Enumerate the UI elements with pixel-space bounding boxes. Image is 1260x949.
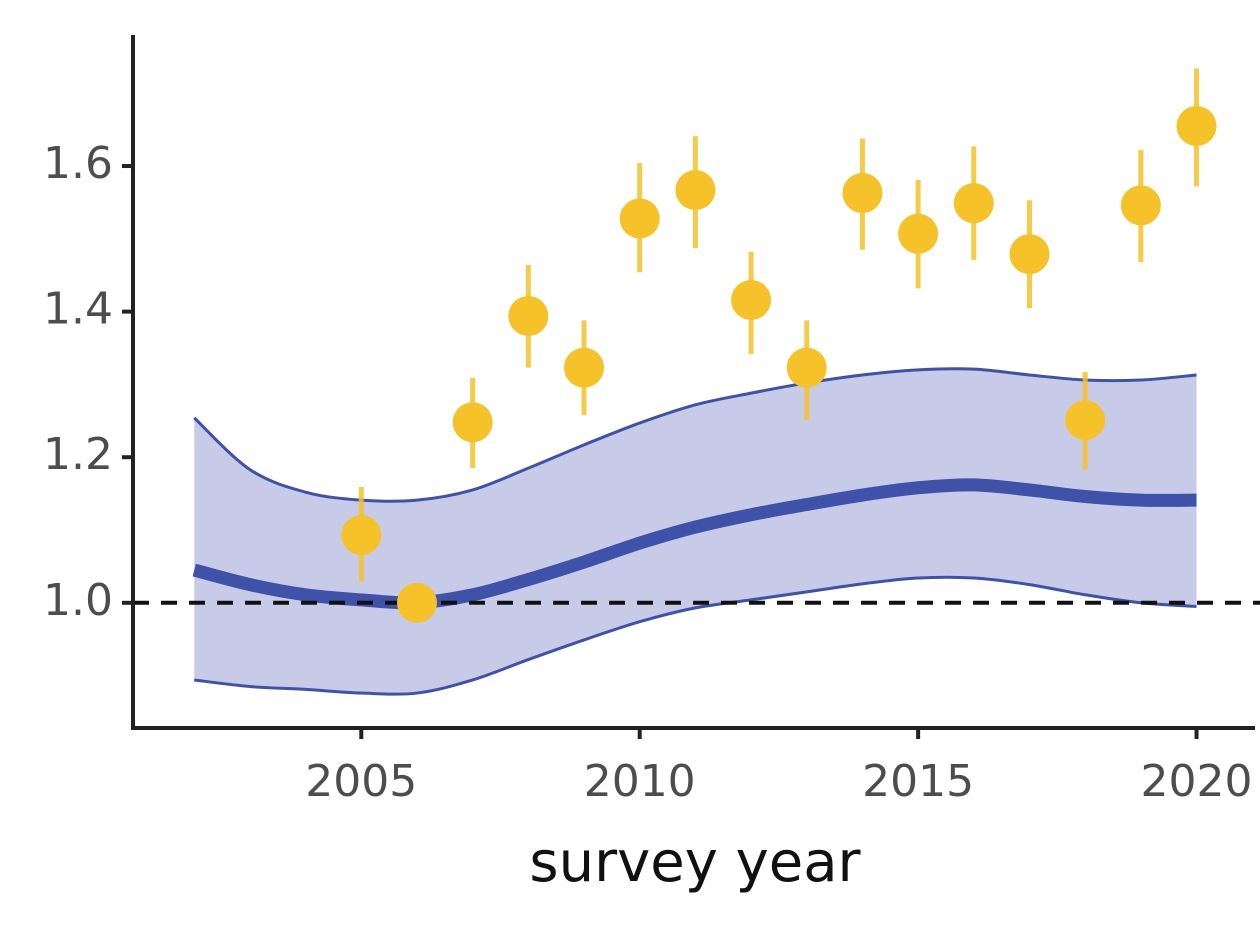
trend-line <box>192 478 1197 610</box>
point <box>675 170 716 211</box>
band-lower <box>194 575 1197 696</box>
point <box>341 515 382 556</box>
point <box>1065 400 1106 441</box>
y-tick-label: 1.4 <box>43 284 113 335</box>
point <box>396 582 437 623</box>
y-tick-label: 1.2 <box>43 429 113 480</box>
x-tick-label: 2020 <box>1141 756 1253 807</box>
point <box>898 213 939 254</box>
point <box>1009 234 1050 275</box>
point <box>731 279 772 320</box>
point <box>842 172 883 213</box>
point <box>452 402 493 443</box>
point <box>786 347 827 388</box>
point <box>619 198 660 239</box>
point <box>1176 105 1217 146</box>
x-tick-label: 2010 <box>584 756 696 807</box>
y-tick-label: 1.6 <box>43 138 113 189</box>
x-tick-label: 2005 <box>305 756 417 807</box>
point <box>508 295 549 336</box>
point <box>564 347 605 388</box>
point <box>1120 185 1161 226</box>
x-axis-title: survey year <box>529 830 861 895</box>
y-tick-label: 1.0 <box>43 575 113 626</box>
x-tick-label: 2015 <box>862 756 974 807</box>
point <box>953 183 994 224</box>
